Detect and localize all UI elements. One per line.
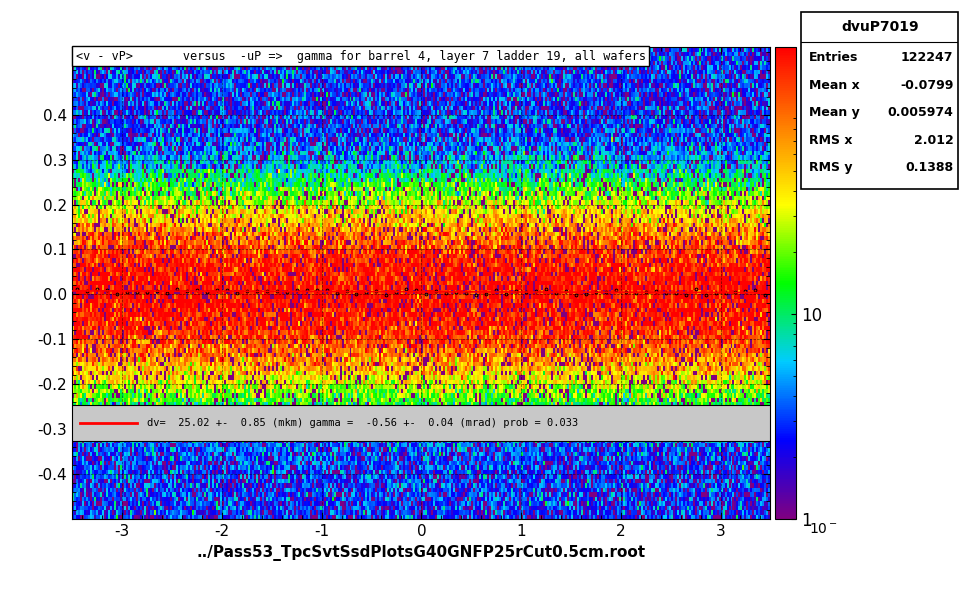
Text: RMS x: RMS x (809, 133, 852, 147)
X-axis label: ../Pass53_TpcSvtSsdPlotsG40GNFP25rCut0.5cm.root: ../Pass53_TpcSvtSsdPlotsG40GNFP25rCut0.5… (196, 545, 646, 560)
Text: 2.012: 2.012 (914, 133, 953, 147)
Text: -0.0799: -0.0799 (900, 78, 953, 92)
Text: $10^-$: $10^-$ (809, 522, 838, 536)
Text: Mean x: Mean x (809, 78, 860, 92)
Text: 0.1388: 0.1388 (905, 161, 953, 174)
Text: RMS y: RMS y (809, 161, 852, 174)
Text: Mean y: Mean y (809, 106, 860, 119)
Text: dvuP7019: dvuP7019 (841, 20, 919, 34)
Text: Entries: Entries (809, 51, 858, 64)
Text: 0.005974: 0.005974 (888, 106, 953, 119)
Text: <v - vP>       versus  -uP =>  gamma for barrel 4, layer 7 ladder 19, all wafers: <v - vP> versus -uP => gamma for barrel … (76, 50, 646, 63)
Text: 122247: 122247 (901, 51, 953, 64)
Text: dv=  25.02 +-  0.85 (mkm) gamma =  -0.56 +-  0.04 (mrad) prob = 0.033: dv= 25.02 +- 0.85 (mkm) gamma = -0.56 +-… (147, 418, 578, 428)
Bar (72, 405, 770, 441)
